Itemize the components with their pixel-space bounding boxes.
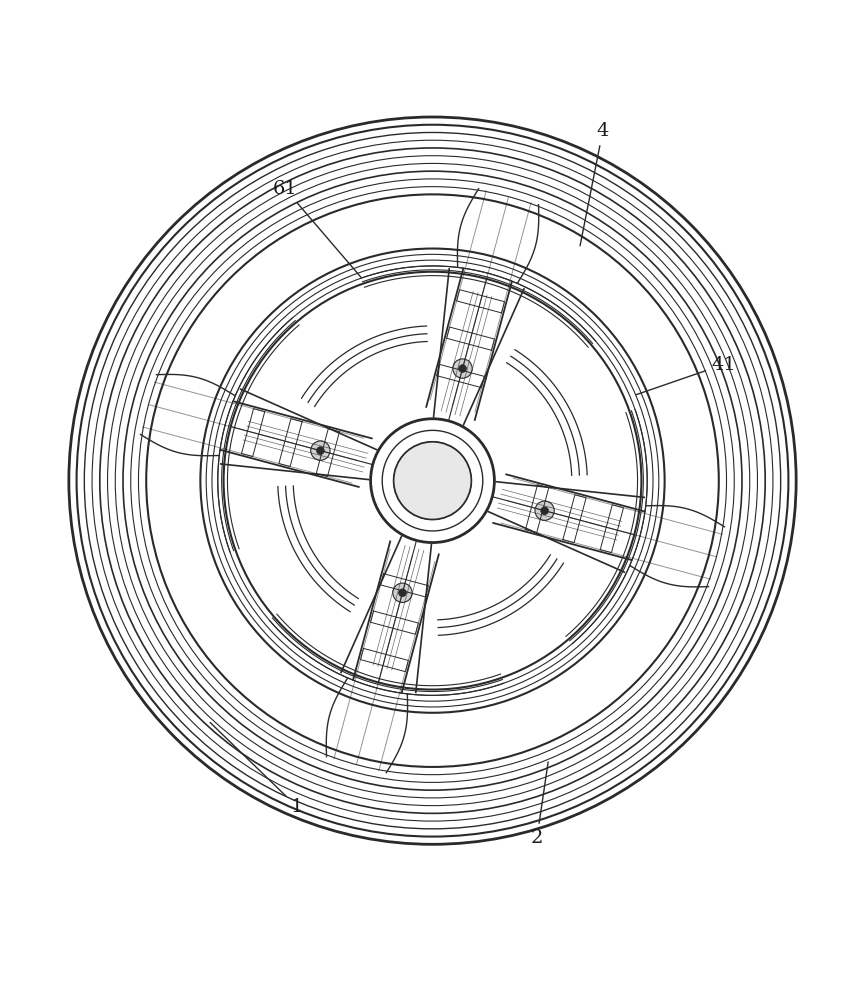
Text: 4: 4 bbox=[580, 122, 609, 246]
Text: 61: 61 bbox=[273, 180, 361, 277]
Text: 41: 41 bbox=[637, 356, 736, 395]
Text: 1: 1 bbox=[210, 722, 304, 816]
Circle shape bbox=[311, 441, 330, 460]
Circle shape bbox=[399, 589, 407, 597]
Circle shape bbox=[317, 447, 324, 454]
Circle shape bbox=[535, 501, 554, 520]
Circle shape bbox=[541, 507, 548, 515]
Circle shape bbox=[393, 583, 412, 602]
Text: 2: 2 bbox=[531, 762, 548, 847]
Circle shape bbox=[453, 359, 472, 378]
Circle shape bbox=[458, 365, 466, 372]
Circle shape bbox=[394, 442, 471, 519]
